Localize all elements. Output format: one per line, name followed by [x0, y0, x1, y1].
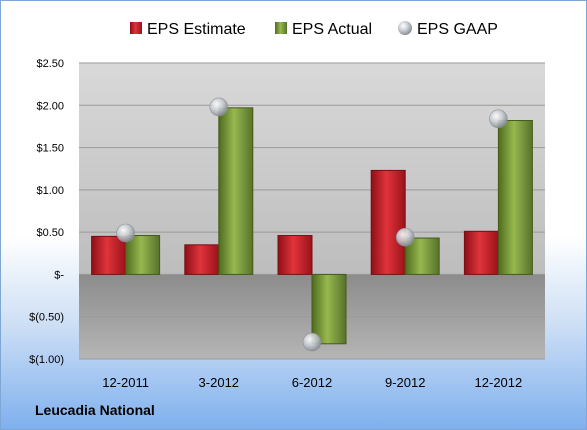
y-tick-label: $(0.50) — [29, 312, 64, 324]
x-tick-label: 12-2011 — [102, 375, 149, 390]
legend-item-estimate: EPS Estimate — [130, 21, 246, 38]
x-tick-label: 3-2012 — [199, 375, 239, 390]
y-tick-label: $1.00 — [36, 185, 64, 197]
bar-eps-estimate — [277, 235, 313, 275]
x-tick-label: 6-2012 — [292, 375, 332, 390]
x-axis-ticks: 12-2011 3-2012 6-2012 9-2012 12-2012 — [102, 375, 522, 390]
point-eps-gaap — [302, 332, 322, 352]
point-eps-gaap — [116, 223, 135, 243]
bar-eps-actual — [218, 107, 254, 275]
y-tick-label: $0.50 — [36, 227, 64, 239]
y-tick-label: $(1.00) — [29, 354, 64, 366]
legend-item-actual: EPS Actual — [275, 21, 372, 38]
legend-swatch-estimate — [130, 22, 142, 34]
legend: EPS Estimate EPS Actual EPS GAAP — [130, 21, 498, 38]
bar-eps-actual — [311, 273, 347, 345]
point-eps-gaap — [209, 97, 229, 117]
bar-eps-estimate — [370, 169, 406, 275]
bar-eps-actual — [497, 120, 533, 275]
y-tick-label: $- — [54, 269, 64, 281]
legend-swatch-actual — [275, 22, 287, 34]
point-eps-gaap — [489, 109, 508, 129]
bars — [91, 107, 533, 345]
point-eps-gaap — [395, 227, 415, 247]
legend-label-actual: EPS Actual — [292, 21, 372, 38]
bar-eps-estimate — [184, 244, 220, 275]
y-axis-ticks: $2.50 $2.00 $1.50 $1.00 $0.50 $- $(0.50) $(1.00… — [29, 58, 64, 366]
bar-eps-estimate — [463, 230, 499, 275]
x-tick-label: 9-2012 — [385, 375, 425, 390]
x-tick-label: 12-2012 — [475, 375, 523, 390]
y-tick-label: $2.50 — [36, 58, 64, 70]
company-name: Leucadia National — [35, 402, 155, 418]
y-tick-label: $2.00 — [36, 100, 64, 112]
legend-label-estimate: EPS Estimate — [147, 21, 246, 38]
bar-eps-actual — [125, 235, 161, 275]
gaap-points — [116, 97, 508, 352]
legend-label-gaap: EPS GAAP — [417, 21, 498, 38]
bar-eps-estimate — [91, 235, 127, 275]
y-tick-label: $1.50 — [36, 143, 64, 155]
legend-item-gaap: EPS GAAP — [398, 21, 498, 38]
legend-swatch-gaap — [398, 21, 412, 35]
